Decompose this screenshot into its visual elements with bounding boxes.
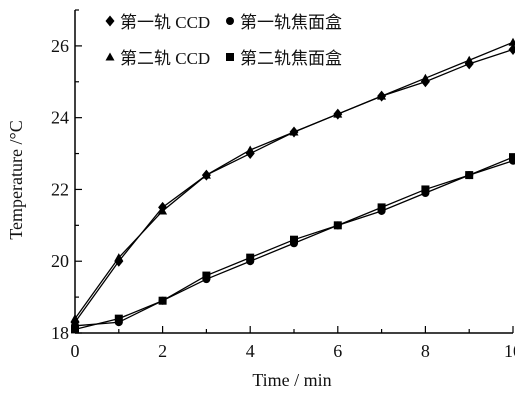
data-point-triangle xyxy=(421,74,430,82)
series-group xyxy=(71,38,515,334)
data-point-square xyxy=(202,272,210,280)
series-line xyxy=(75,42,513,318)
x-axis-label: Time / min xyxy=(252,370,331,390)
legend-item: 第一轨 CCD xyxy=(106,13,211,32)
legend-label: 第一轨 CCD xyxy=(120,13,210,32)
data-point-square xyxy=(246,254,254,262)
data-point-square xyxy=(334,221,342,229)
legend-label: 第一轨焦面盒 xyxy=(240,13,342,32)
legend-marker-circle xyxy=(226,17,234,25)
data-point-square xyxy=(290,236,298,244)
y-tick-label: 18 xyxy=(51,323,69,343)
y-tick-label: 22 xyxy=(51,179,69,199)
y-tick-label: 26 xyxy=(51,36,69,56)
y-tick-label: 24 xyxy=(51,108,69,128)
data-point-triangle xyxy=(465,56,474,64)
x-tick-label: 0 xyxy=(71,341,80,361)
series-line xyxy=(75,49,513,322)
legend-label: 第二轨 CCD xyxy=(120,49,210,68)
data-point-triangle xyxy=(509,38,515,46)
data-point-square xyxy=(421,185,429,193)
series-square xyxy=(71,153,515,333)
x-tick-label: 4 xyxy=(246,341,255,361)
legend-marker-triangle xyxy=(106,53,115,61)
y-axis-label: Temperature /°C xyxy=(6,120,26,239)
data-point-square xyxy=(71,325,79,333)
data-point-square xyxy=(378,203,386,211)
x-tick-label: 8 xyxy=(421,341,430,361)
series-triangle xyxy=(71,38,515,322)
legend-item: 第一轨焦面盒 xyxy=(226,13,342,32)
x-tick-label: 2 xyxy=(158,341,167,361)
x-tick-label: 10 xyxy=(504,341,515,361)
legend-marker-diamond xyxy=(106,16,115,27)
legend-item: 第二轨焦面盒 xyxy=(226,49,342,68)
data-point-square xyxy=(159,297,167,305)
data-point-square xyxy=(465,171,473,179)
data-point-square xyxy=(115,315,123,323)
data-point-triangle xyxy=(246,145,255,153)
series-diamond xyxy=(71,44,515,328)
legend-marker-square xyxy=(226,53,234,61)
legend-label: 第二轨焦面盒 xyxy=(240,49,342,68)
data-point-square xyxy=(509,153,515,161)
legend-item: 第二轨 CCD xyxy=(106,49,211,68)
x-tick-label: 6 xyxy=(333,341,342,361)
y-tick-label: 20 xyxy=(51,251,69,271)
